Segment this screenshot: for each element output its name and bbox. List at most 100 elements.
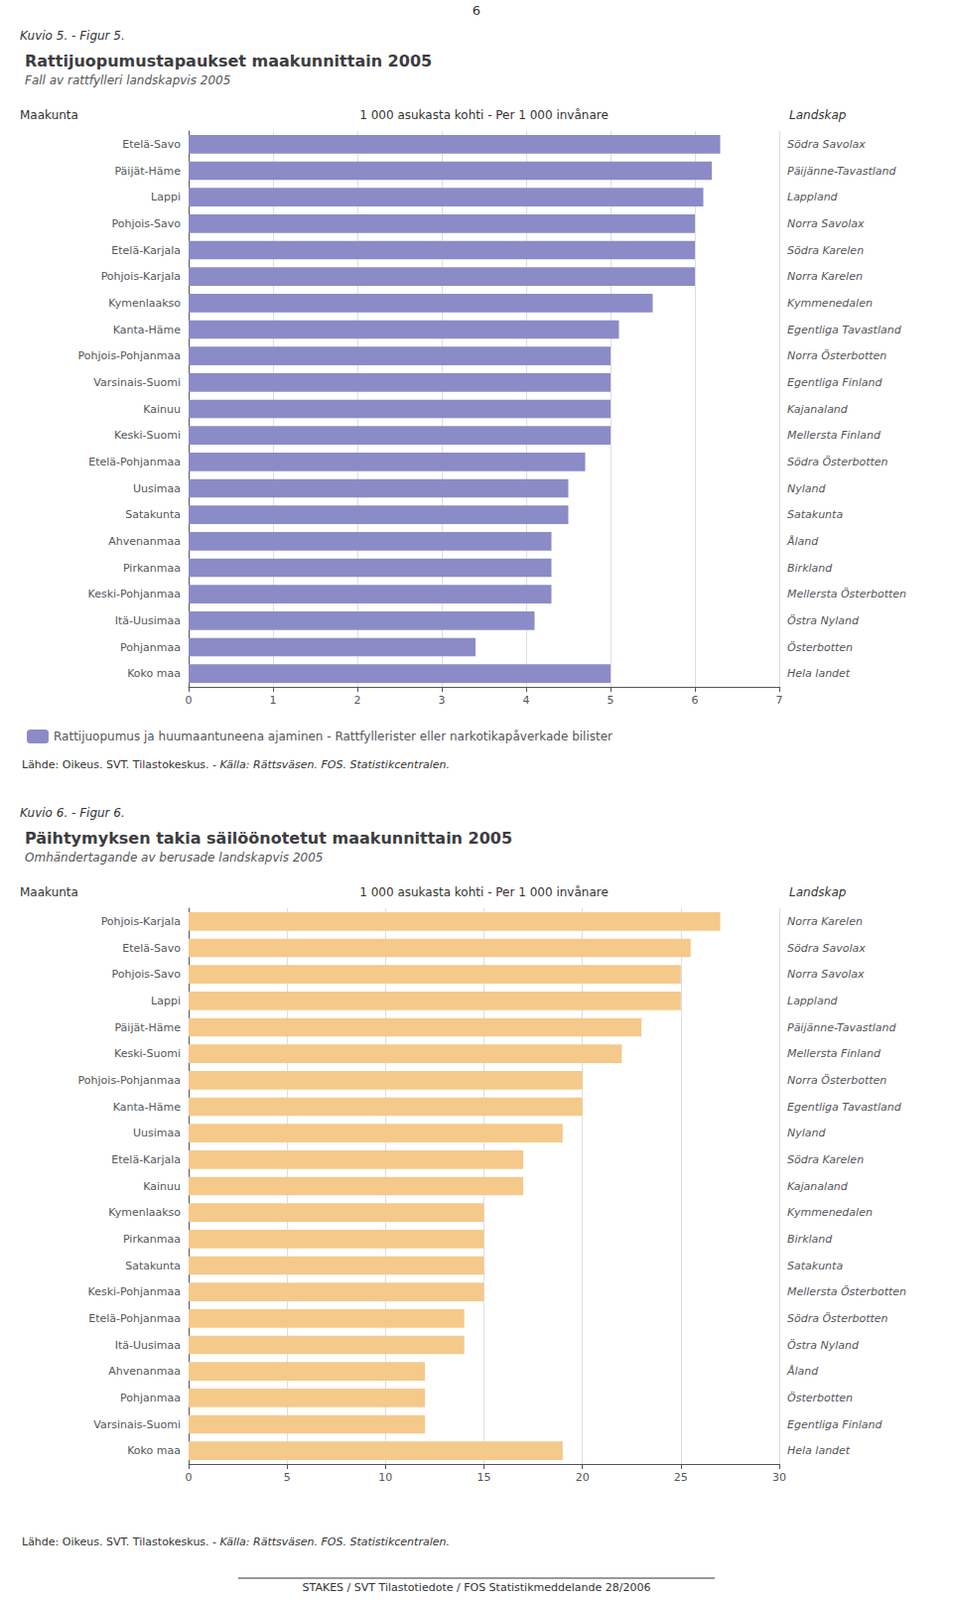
svg-text:Pohjois-Savo: Pohjois-Savo (112, 217, 182, 231)
svg-text:Åland: Åland (786, 1364, 819, 1378)
svg-text:Päijät-Häme: Päijät-Häme (114, 164, 181, 178)
svg-text:30: 30 (772, 1471, 787, 1485)
svg-text:Ahvenanmaa: Ahvenanmaa (108, 535, 181, 548)
svg-text:Päijänne-Tavastland: Päijänne-Tavastland (787, 1021, 897, 1035)
svg-text:Itä-Uusimaa: Itä-Uusimaa (115, 614, 181, 628)
svg-text:10: 10 (378, 1471, 393, 1485)
svg-text:Kymmenedalen: Kymmenedalen (787, 1206, 873, 1220)
svg-text:Omhändertagande av berusade la: Omhändertagande av berusade landskapvis … (24, 850, 323, 865)
svg-text:Kuvio 5. - Figur 5.: Kuvio 5. - Figur 5. (19, 28, 126, 43)
svg-text:3: 3 (438, 693, 446, 707)
svg-text:Satakunta: Satakunta (787, 1259, 843, 1273)
svg-text:Landskap: Landskap (789, 885, 847, 900)
svg-text:Norra Karelen: Norra Karelen (787, 270, 863, 283)
svg-text:Pirkanmaa: Pirkanmaa (123, 1232, 181, 1246)
svg-text:Pohjois-Pohjanmaa: Pohjois-Pohjanmaa (78, 1074, 181, 1088)
svg-text:Södra Österbotten: Södra Österbotten (787, 1312, 889, 1326)
svg-text:Itä-Uusimaa: Itä-Uusimaa (115, 1339, 181, 1353)
svg-text:Lappland: Lappland (787, 994, 839, 1008)
svg-text:Hela landet: Hela landet (787, 667, 851, 681)
svg-text:5: 5 (283, 1471, 291, 1485)
svg-text:Egentliga Tavastland: Egentliga Tavastland (787, 1100, 903, 1114)
svg-text:20: 20 (575, 1471, 590, 1485)
svg-text:Pohjois-Savo: Pohjois-Savo (112, 967, 182, 981)
svg-text:Norra Österbotten: Norra Österbotten (787, 1074, 887, 1088)
svg-text:Pohjanmaa: Pohjanmaa (120, 641, 181, 655)
svg-text:Nyland: Nyland (787, 482, 827, 496)
svg-text:Birkland: Birkland (787, 561, 833, 575)
svg-text:Östra Nyland: Östra Nyland (787, 614, 860, 628)
svg-text:1 000 asukasta kohti - Per 1 0: 1 000 asukasta kohti - Per 1 000 invånar… (359, 885, 609, 900)
svg-text:Pohjois-Karjala: Pohjois-Karjala (101, 915, 181, 929)
svg-text:Södra Savolax: Södra Savolax (787, 942, 866, 955)
svg-text:Kuvio 6. - Figur 6.: Kuvio 6. - Figur 6. (19, 806, 126, 820)
svg-text:Lähde: Oikeus. SVT. Tilastokes: Lähde: Oikeus. SVT. Tilastokeskus. - (21, 758, 217, 772)
svg-text:Birkland: Birkland (787, 1232, 833, 1246)
svg-text:5: 5 (607, 693, 615, 707)
svg-text:Kymmenedalen: Kymmenedalen (787, 296, 873, 310)
svg-text:Södra Karelen: Södra Karelen (787, 244, 864, 258)
svg-text:Österbotten: Österbotten (787, 1391, 853, 1405)
svg-text:Satakunta: Satakunta (125, 1259, 181, 1273)
svg-text:Södra Karelen: Södra Karelen (787, 1153, 864, 1167)
svg-text:Satakunta: Satakunta (787, 508, 843, 522)
svg-text:Keski-Pohjanmaa: Keski-Pohjanmaa (88, 587, 181, 601)
svg-text:Kymenlaakso: Kymenlaakso (108, 1206, 181, 1220)
svg-text:Etelä-Karjala: Etelä-Karjala (111, 1153, 181, 1167)
svg-text:Kajanaland: Kajanaland (787, 403, 849, 416)
svg-text:Varsinais-Suomi: Varsinais-Suomi (93, 1418, 181, 1432)
svg-text:Egentliga Tavastland: Egentliga Tavastland (787, 323, 903, 337)
svg-text:Päihtymyksen takia säilöönotet: Päihtymyksen takia säilöönotetut maakunn… (24, 828, 513, 848)
svg-text:Ahvenanmaa: Ahvenanmaa (108, 1364, 181, 1378)
svg-text:Uusimaa: Uusimaa (133, 482, 181, 496)
svg-text:Lappland: Lappland (787, 190, 839, 204)
svg-text:Fall av rattfylleri landskapvi: Fall av rattfylleri landskapvis 2005 (24, 73, 231, 88)
svg-text:Åland: Åland (786, 535, 819, 548)
svg-text:Österbotten: Österbotten (787, 641, 853, 655)
svg-text:Norra Savolax: Norra Savolax (787, 967, 865, 981)
svg-text:Lappi: Lappi (150, 994, 181, 1008)
svg-text:Kainuu: Kainuu (142, 1180, 181, 1194)
svg-text:Pirkanmaa: Pirkanmaa (123, 561, 181, 575)
svg-text:Norra Savolax: Norra Savolax (787, 217, 865, 231)
svg-text:Norra Karelen: Norra Karelen (787, 915, 863, 929)
svg-text:Kajanaland: Kajanaland (787, 1180, 849, 1194)
svg-text:Källa: Rättsväsen. FOS. Statis: Källa: Rättsväsen. FOS. Statistikcentral… (219, 758, 450, 772)
svg-text:Mellersta Österbotten: Mellersta Österbotten (787, 1285, 907, 1299)
svg-text:2: 2 (354, 693, 362, 707)
svg-text:Koko maa: Koko maa (127, 1444, 181, 1458)
svg-text:Egentliga Finland: Egentliga Finland (787, 376, 883, 390)
svg-text:Kainuu: Kainuu (142, 403, 181, 416)
svg-text:Nyland: Nyland (787, 1126, 827, 1140)
svg-text:Lähde: Oikeus. SVT. Tilastokes: Lähde: Oikeus. SVT. Tilastokeskus. - (21, 1535, 217, 1549)
svg-text:Pohjanmaa: Pohjanmaa (120, 1391, 181, 1405)
svg-text:Etelä-Pohjanmaa: Etelä-Pohjanmaa (88, 455, 181, 469)
svg-text:Keski-Suomi: Keski-Suomi (114, 428, 181, 442)
svg-text:Etelä-Savo: Etelä-Savo (122, 942, 181, 955)
svg-text:Rattijuopumustapaukset maakunn: Rattijuopumustapaukset maakunnittain 200… (24, 51, 432, 71)
svg-text:Hela landet: Hela landet (787, 1444, 851, 1458)
svg-text:Pohjois-Karjala: Pohjois-Karjala (101, 270, 181, 283)
svg-text:Kanta-Häme: Kanta-Häme (113, 1100, 181, 1114)
svg-text:Päijänne-Tavastland: Päijänne-Tavastland (787, 164, 897, 178)
svg-text:Norra Österbotten: Norra Österbotten (787, 349, 887, 363)
svg-text:25: 25 (674, 1471, 688, 1485)
svg-text:Rattijuopumus ja huumaantuneen: Rattijuopumus ja huumaantuneena ajaminen… (53, 729, 613, 744)
svg-text:Uusimaa: Uusimaa (133, 1126, 181, 1140)
svg-text:Mellersta Österbotten: Mellersta Österbotten (787, 587, 907, 601)
svg-text:Etelä-Pohjanmaa: Etelä-Pohjanmaa (88, 1312, 181, 1326)
svg-text:0: 0 (185, 693, 193, 707)
svg-text:Etelä-Savo: Etelä-Savo (122, 137, 181, 151)
svg-text:15: 15 (477, 1471, 492, 1485)
svg-text:Östra Nyland: Östra Nyland (787, 1339, 860, 1353)
svg-text:7: 7 (776, 693, 784, 707)
svg-text:Varsinais-Suomi: Varsinais-Suomi (93, 376, 181, 390)
svg-text:1 000 asukasta kohti - Per 1 0: 1 000 asukasta kohti - Per 1 000 invånar… (359, 108, 609, 123)
svg-text:6: 6 (472, 2, 481, 18)
svg-text:Källa: Rättsväsen. FOS. Statis: Källa: Rättsväsen. FOS. Statistikcentral… (219, 1535, 450, 1549)
svg-text:Etelä-Karjala: Etelä-Karjala (111, 244, 181, 258)
svg-text:Keski-Pohjanmaa: Keski-Pohjanmaa (88, 1285, 181, 1299)
svg-text:Mellersta Finland: Mellersta Finland (787, 1047, 882, 1061)
svg-text:Mellersta Finland: Mellersta Finland (787, 428, 882, 442)
svg-text:STAKES / SVT Tilastotiedote /: STAKES / SVT Tilastotiedote / FOS Statis… (302, 1581, 652, 1595)
